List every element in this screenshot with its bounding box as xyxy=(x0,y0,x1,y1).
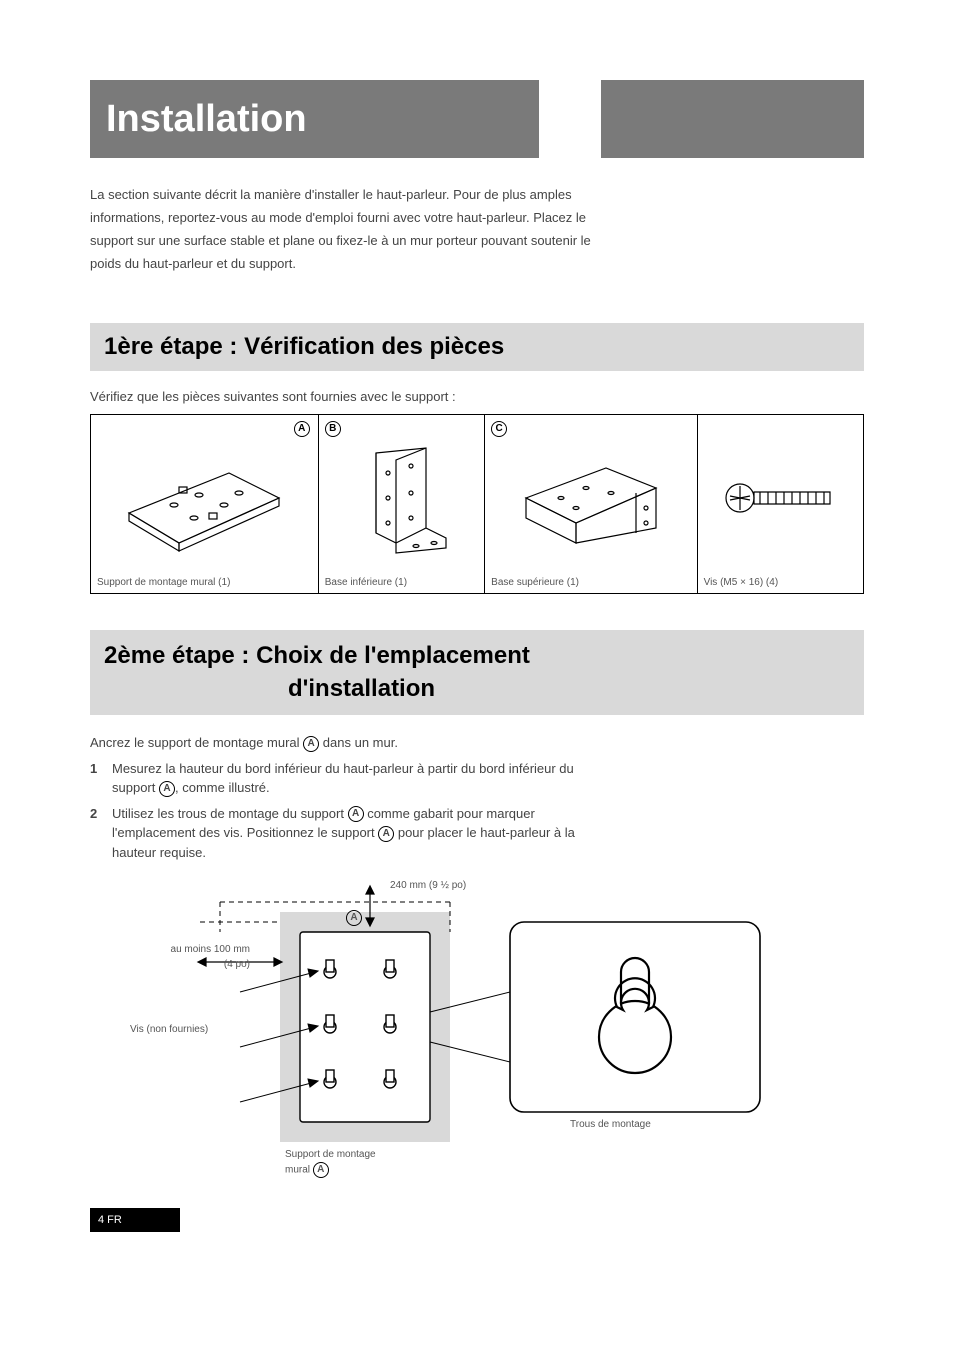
step1-subtext: Vérifiez que les pièces suivantes sont f… xyxy=(90,389,864,404)
step1-heading: 1ère étape : Vérification des pièces xyxy=(90,323,864,371)
step2-body: Ancrez le support de montage mural A dan… xyxy=(90,733,864,1182)
circle-letter-a-inline: A xyxy=(378,826,394,842)
circle-letter-a-inline: A xyxy=(348,806,364,822)
diagram-dim-side: au moins 100 mm (4 po) xyxy=(130,942,250,972)
circle-letter-a-inline: A xyxy=(159,781,175,797)
step2-diagram: A 240 mm (9 ½ po) au moins 100 mm (4 po)… xyxy=(90,872,864,1182)
step2-item-2-text: Utilisez les trous de montage du support… xyxy=(112,804,575,863)
part-cell-b: B Base inférieure (1) xyxy=(319,415,485,593)
circle-letter-a: A xyxy=(294,421,310,437)
part-d-caption: Vis (M5 × 16) (4) xyxy=(704,575,857,589)
intro-paragraph: La section suivante décrit la manière d'… xyxy=(90,186,864,273)
diagram-screws-label: Vis (non fournies) xyxy=(130,1022,240,1037)
circle-letter-b: B xyxy=(325,421,341,437)
part-b-tag: B xyxy=(325,421,341,437)
page-number: 4 FR xyxy=(98,1214,122,1226)
circle-letter-a-inline: A xyxy=(303,736,319,752)
part-b-caption: Base inférieure (1) xyxy=(325,575,478,589)
parts-grid: A Support xyxy=(90,414,864,594)
step2-item-1-num: 1 xyxy=(90,759,104,798)
part-a-illustration xyxy=(97,421,312,575)
diagram-dim-top: 240 mm (9 ½ po) xyxy=(390,878,466,893)
step2-heading-l1: 2ème étape : Choix de l'emplacement xyxy=(104,642,530,669)
part-a-caption: Support de montage mural (1) xyxy=(97,575,312,589)
part-cell-a: A Support xyxy=(91,415,319,593)
step2-heading-l2: d'installation xyxy=(288,675,435,702)
diagram-keyhole-label: Trous de montage xyxy=(570,1117,651,1132)
part-d-illustration xyxy=(704,421,857,575)
part-cell-d: Vis (M5 × 16) (4) xyxy=(698,415,863,593)
step2-item-2-num: 2 xyxy=(90,804,104,863)
part-c-tag: C xyxy=(491,421,507,437)
page-number-tab: 4 FR xyxy=(90,1208,180,1232)
diagram-bracket-letter: A xyxy=(346,910,362,926)
title-bar: Installation xyxy=(90,80,864,158)
intro-line: La section suivante décrit la manière d'… xyxy=(90,186,864,205)
intro-line: poids du haut-parleur et du support. xyxy=(90,255,864,274)
circle-letter-c: C xyxy=(491,421,507,437)
step2-heading: 2ème étape : Choix de l'emplacement d'in… xyxy=(90,630,864,715)
page-title: Installation xyxy=(90,80,539,158)
part-a-tag: A xyxy=(294,421,310,437)
step2-intro-line: Ancrez le support de montage mural A dan… xyxy=(90,733,864,753)
diagram-bracket-caption: Support de montage mural A xyxy=(285,1147,376,1178)
step2-item-1: 1 Mesurez la hauteur du bord inférieur d… xyxy=(90,759,864,798)
part-cell-c: C Base supérieure (1) xyxy=(485,415,697,593)
step2-item-1-text: Mesurez la hauteur du bord inférieur du … xyxy=(112,759,574,798)
step2-item-2: 2 Utilisez les trous de montage du suppo… xyxy=(90,804,864,863)
title-bar-right-block xyxy=(601,80,864,158)
part-c-caption: Base supérieure (1) xyxy=(491,575,690,589)
intro-line: support sur une surface stable et plane … xyxy=(90,232,864,251)
intro-line: informations, reportez-vous au mode d'em… xyxy=(90,209,864,228)
part-c-illustration xyxy=(491,421,690,575)
part-b-illustration xyxy=(325,421,478,575)
